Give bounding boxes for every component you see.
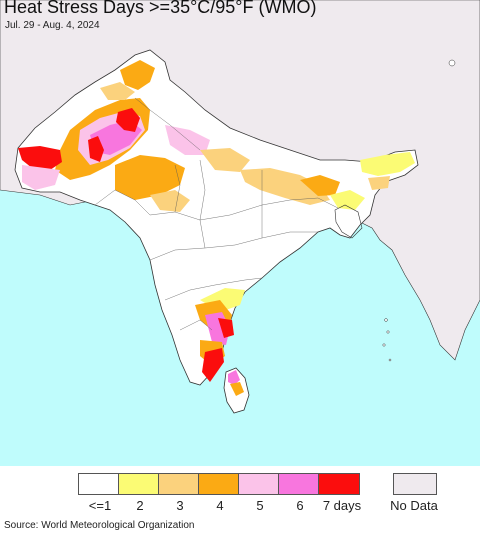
heat-zone-5-north [165, 125, 210, 155]
heat-zone-5-west [22, 165, 60, 190]
legend-label-5: 5 [256, 498, 264, 513]
sri-lanka-heat-mid [230, 382, 244, 396]
source-credit: Source: World Meteorological Organizatio… [4, 520, 195, 531]
heat-zone-3-upper [100, 82, 135, 100]
heat-zone-7-nw-b [88, 136, 104, 162]
heat-zone-7-nw-a [116, 108, 140, 132]
legend-colorbar [78, 473, 360, 495]
heat-zone-3-central-west [150, 190, 190, 212]
legend-swatch-5 [239, 474, 279, 494]
legend-swatch-6 [279, 474, 319, 494]
legend-swatch-7 [319, 474, 359, 494]
legend-label-4: 4 [216, 498, 224, 513]
heat-zone-3-north [200, 148, 250, 172]
legend-label-7: 7 days [322, 498, 362, 513]
legend-swatch-4 [199, 474, 239, 494]
heat-zone-7-west-coast [18, 146, 62, 170]
legend-label-le1: <=1 [88, 498, 112, 513]
legend-label-2: 2 [136, 498, 144, 513]
heat-zone-4-upper [120, 60, 155, 90]
heat-zone-2-east [330, 190, 365, 210]
legend-swatch-le1 [79, 474, 119, 494]
legend-label-no-data: No Data [390, 498, 438, 513]
sri-lanka-heat-north [228, 370, 240, 385]
heat-zone-7-tamilnadu-south [202, 348, 224, 382]
legend-label-6: 6 [296, 498, 304, 513]
legend-swatch-no-data [393, 473, 437, 495]
legend-label-3: 3 [176, 498, 184, 513]
date-range: Jul. 29 - Aug. 4, 2024 [5, 20, 100, 31]
heat-zone-3-gangetic [240, 168, 330, 205]
heat-zone-7-tamilnadu-north [218, 318, 234, 338]
legend-swatch-3 [159, 474, 199, 494]
state-borders [94, 97, 339, 331]
heat-stress-map [0, 0, 480, 466]
heat-zone-2-northeast [360, 152, 415, 176]
map-title: Heat Stress Days >=35°C/95°F (WMO) [4, 0, 317, 17]
heat-zone-3-northeast [368, 176, 390, 190]
heat-zone-4-central-west [115, 155, 185, 200]
island-dots [382, 59, 456, 362]
bangladesh-border [334, 204, 363, 239]
legend-swatch-2 [119, 474, 159, 494]
heat-zone-4-bihar [300, 175, 340, 196]
